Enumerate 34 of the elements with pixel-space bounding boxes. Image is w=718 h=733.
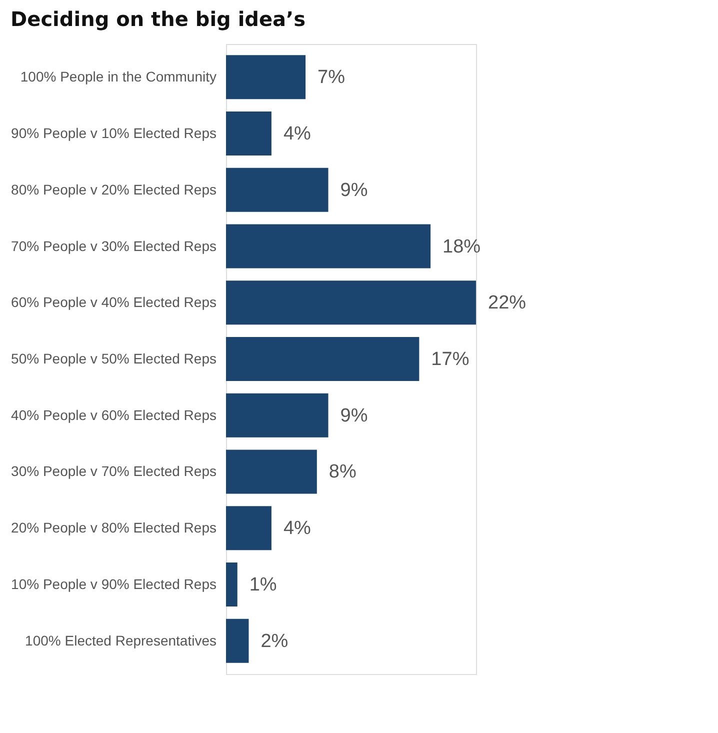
bar <box>226 562 238 606</box>
data-label: 22% <box>488 292 526 314</box>
data-label: 9% <box>340 405 368 426</box>
bar <box>226 450 317 494</box>
y-tick-label: 10% People v 90% Elected Reps <box>11 576 216 592</box>
y-tick-label: 100% People in the Community <box>20 68 216 85</box>
data-label: 1% <box>249 574 277 596</box>
y-tick-label: 60% People v 40% Elected Reps <box>11 294 216 310</box>
y-tick-label: 30% People v 70% Elected Reps <box>11 463 216 480</box>
data-label: 7% <box>318 67 346 88</box>
data-label: 17% <box>431 349 470 370</box>
y-tick-label: 100% Elected Representatives <box>25 632 216 648</box>
bar <box>226 224 431 268</box>
y-tick-label: 20% People v 80% Elected Reps <box>11 520 216 536</box>
data-label: 4% <box>283 518 312 540</box>
bar <box>226 280 476 325</box>
data-label: 4% <box>283 124 312 145</box>
bar <box>226 337 420 381</box>
bar <box>226 55 306 100</box>
y-tick-label: 80% People v 20% Elected Reps <box>11 181 216 198</box>
data-label: 8% <box>328 462 356 483</box>
data-label: 2% <box>260 630 288 652</box>
y-tick-label: 40% People v 60% Elected Reps <box>11 406 216 423</box>
bar <box>226 506 272 550</box>
bar <box>226 168 328 212</box>
data-label: 18% <box>442 236 481 258</box>
y-tick-label: 90% People v 10% Elected Reps <box>11 125 216 142</box>
data-label: 9% <box>340 180 368 201</box>
y-tick-label: 70% People v 30% Elected Reps <box>11 238 216 254</box>
bar <box>226 618 249 663</box>
bar <box>226 112 272 156</box>
chart-title: Deciding on the big idea’s <box>10 7 306 31</box>
bar <box>226 393 328 438</box>
y-tick-label: 50% People v 50% Elected Reps <box>11 350 216 366</box>
